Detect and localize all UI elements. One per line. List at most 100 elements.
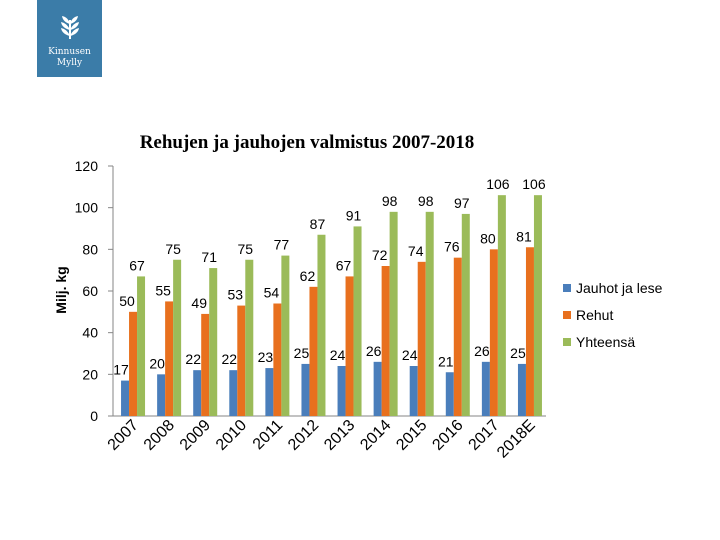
logo-text-line2: Mylly <box>56 58 83 68</box>
y-axis-label: Milj. kg <box>53 266 69 313</box>
bar-jauhot-ja-lese-2015 <box>409 366 418 416</box>
data-label: 25 <box>294 345 310 361</box>
data-label: 80 <box>480 230 496 246</box>
bar-yhteens--2016 <box>461 213 470 416</box>
bar-jauhot-ja-lese-2012 <box>301 363 310 416</box>
x-tick-label: 2011 <box>250 417 286 453</box>
x-tick-label: 2010 <box>213 417 250 454</box>
x-tick-label: 2015 <box>393 417 430 454</box>
bar-jauhot-ja-lese-2016 <box>445 372 454 416</box>
data-label: 87 <box>310 216 326 232</box>
x-tick-label: 2007 <box>105 417 142 454</box>
bar-jauhot-ja-lese-2010 <box>229 370 238 416</box>
x-tick-label: 2013 <box>321 417 358 454</box>
data-label: 53 <box>228 287 244 303</box>
data-label: 62 <box>300 268 316 284</box>
bar-rehut-2007 <box>129 311 138 416</box>
data-label: 21 <box>438 353 454 369</box>
bar-yhteens--2007 <box>137 276 146 416</box>
data-label: 106 <box>486 176 510 192</box>
data-label: 81 <box>516 228 532 244</box>
y-tick-label: 100 <box>75 200 99 216</box>
bar-rehut-2017 <box>489 249 498 416</box>
data-label: 23 <box>258 349 274 365</box>
data-label: 17 <box>113 362 129 378</box>
bar-rehut-2010 <box>237 305 246 416</box>
x-tick-label: 2008 <box>141 417 178 454</box>
x-tick-label: 2018E <box>494 417 539 462</box>
bar-rehut-2015 <box>417 261 426 416</box>
data-label: 22 <box>222 351 238 367</box>
legend-label: Rehut <box>576 307 613 323</box>
bar-yhteens--2018e <box>533 195 542 416</box>
bar-rehut-2014 <box>381 266 390 416</box>
bar-jauhot-ja-lese-2017 <box>481 361 490 416</box>
bar-yhteens--2017 <box>497 195 506 416</box>
legend-swatch <box>563 338 571 346</box>
data-label: 67 <box>129 257 145 273</box>
legend-swatch <box>563 311 571 319</box>
x-tick-label: 2016 <box>429 417 466 454</box>
bar-yhteens--2009 <box>209 268 218 416</box>
data-label: 67 <box>336 257 352 273</box>
data-label: 49 <box>191 295 207 311</box>
data-label: 55 <box>155 282 171 298</box>
legend-label: Jauhot ja lese <box>576 280 663 296</box>
bar-rehut-2011 <box>273 303 282 416</box>
data-label: 74 <box>408 243 424 259</box>
bar-jauhot-ja-lese-2007 <box>121 380 130 416</box>
data-label: 22 <box>185 351 201 367</box>
bar-yhteens--2014 <box>389 211 398 416</box>
data-label: 24 <box>330 347 346 363</box>
data-label: 106 <box>522 176 546 192</box>
data-label: 50 <box>119 293 135 309</box>
bar-yhteens--2012 <box>317 234 326 416</box>
data-label: 25 <box>510 345 526 361</box>
y-tick-label: 60 <box>82 283 98 299</box>
data-label: 91 <box>346 207 362 223</box>
data-label: 98 <box>382 193 398 209</box>
bar-jauhot-ja-lese-2014 <box>373 361 382 416</box>
data-label: 24 <box>402 347 418 363</box>
data-label: 26 <box>474 343 490 359</box>
bar-rehut-2016 <box>453 257 462 416</box>
y-tick-label: 40 <box>82 325 98 341</box>
bar-jauhot-ja-lese-2008 <box>157 374 166 416</box>
bar-jauhot-ja-lese-2018e <box>517 363 526 416</box>
bar-yhteens--2010 <box>245 259 254 416</box>
bar-rehut-2008 <box>165 301 174 416</box>
x-tick-label: 2012 <box>285 417 322 454</box>
data-label: 98 <box>418 193 434 209</box>
data-label: 75 <box>165 241 181 257</box>
bar-yhteens--2013 <box>353 226 362 416</box>
bar-rehut-2012 <box>309 286 318 416</box>
y-tick-label: 0 <box>90 408 98 424</box>
x-tick-label: 2009 <box>177 417 214 454</box>
y-tick-label: 120 <box>75 158 99 174</box>
bar-jauhot-ja-lese-2013 <box>337 366 346 416</box>
data-label: 77 <box>274 237 290 253</box>
wheat-icon <box>61 16 79 39</box>
data-label: 76 <box>444 239 460 255</box>
data-label: 75 <box>238 241 254 257</box>
bar-rehut-2009 <box>201 313 210 416</box>
chart-title: Rehujen ja jauhojen valmistus 2007-2018 <box>140 132 475 153</box>
bar-yhteens--2008 <box>173 259 182 416</box>
data-label: 20 <box>149 355 165 371</box>
y-tick-label: 80 <box>82 241 98 257</box>
data-label: 97 <box>454 195 470 211</box>
data-label: 72 <box>372 247 388 263</box>
legend-swatch <box>563 284 571 292</box>
data-label: 54 <box>264 285 280 301</box>
bar-yhteens--2015 <box>425 211 434 416</box>
bar-rehut-2013 <box>345 276 354 416</box>
bar-rehut-2018e <box>525 247 534 416</box>
bar-jauhot-ja-lese-2009 <box>193 370 202 416</box>
data-label: 26 <box>366 343 382 359</box>
company-logo: Kinnusen Mylly <box>37 0 102 77</box>
data-label: 71 <box>201 249 217 265</box>
bar-yhteens--2011 <box>281 255 290 416</box>
y-tick-label: 20 <box>82 366 98 382</box>
logo-text-line1: Kinnusen <box>48 47 91 57</box>
